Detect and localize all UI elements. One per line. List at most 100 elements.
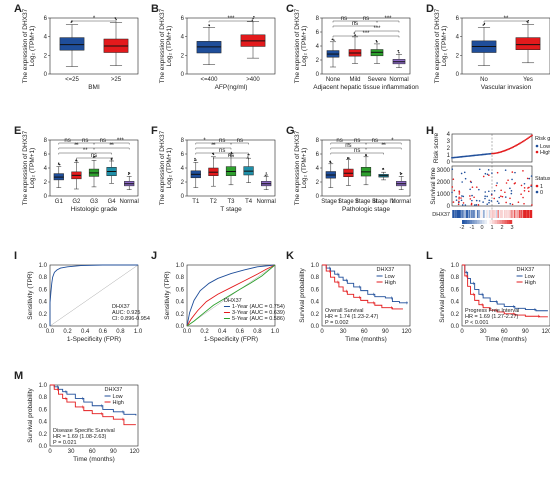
color-scale-label: 0: [480, 225, 483, 231]
y-tick-label: 0.2: [176, 312, 185, 318]
survival-time-point: [498, 196, 501, 199]
heatmap-cell: [492, 210, 494, 218]
x-axis-title: 1-Specificity (FPR): [204, 336, 258, 343]
risk-score-point: [472, 154, 475, 157]
outlier-point: [230, 151, 233, 154]
survival-time-point: [478, 200, 481, 202]
y-tick-label: 6: [316, 30, 320, 36]
risk-score-point: [452, 156, 455, 159]
color-scale-cell: [464, 220, 468, 224]
x-tick-label: 0.0: [183, 329, 192, 335]
color-scale-cell: [499, 220, 503, 224]
risk-score-point: [483, 153, 485, 156]
survival-time-point: [458, 191, 461, 193]
heatmap-cell: [489, 210, 491, 218]
km-annotation: Overall Survival: [325, 308, 364, 314]
y-tick-label: 6: [456, 16, 460, 22]
heatmap-cell: [521, 210, 523, 218]
km-annotation: Progress Free Interval: [465, 308, 519, 314]
y-axis-title: The expression of DHX37Log₂ (TPM+1): [22, 8, 36, 83]
roc-curve: [186, 264, 276, 327]
outlier-point: [482, 24, 484, 26]
km-curve-low: [50, 384, 137, 416]
y-axis-title: The expression of DHX37Log₂ (TPM+1): [294, 8, 308, 83]
survival-time-point: [475, 199, 478, 202]
y-axis-title: The expression of DHX37Log₂ (TPM+1): [159, 130, 173, 205]
heatmap-cell: [506, 210, 508, 218]
outlier-point: [526, 20, 528, 23]
y-tick-label: 0.8: [176, 275, 185, 281]
y-tick-label: 0: [316, 72, 320, 78]
heatmap-cell: [463, 210, 465, 218]
legend-label: Low: [385, 274, 395, 280]
y-axis-title-line: Log₂ (TPM+1): [166, 26, 173, 67]
survival-time-point: [488, 174, 490, 176]
risk-score-point: [484, 153, 487, 156]
km-annotation: P = 0.021: [53, 440, 77, 446]
risk-score-point: [460, 155, 463, 158]
km-annotation: HR = 1.74 (1.23-2.47): [325, 314, 379, 320]
heatmap-cell: [464, 210, 466, 218]
heatmap-cell: [458, 210, 460, 218]
survival-time-point: [451, 186, 454, 188]
roc-curve: [186, 264, 276, 327]
survival-time-point: [486, 173, 489, 176]
significance-label: ns: [219, 148, 225, 154]
heatmap-cell: [485, 210, 487, 218]
y-tick-label: 0.6: [451, 287, 460, 293]
x-tick-label: G4: [108, 199, 117, 205]
y-tick-label: 0.8: [451, 275, 460, 281]
survival-time-point: [478, 168, 481, 171]
significance-label: ns: [91, 153, 97, 159]
outlier-point: [247, 156, 249, 158]
survival-time-point: [531, 204, 533, 206]
panel-letter: I: [14, 250, 17, 262]
y-tick-label: 3: [447, 139, 451, 145]
x-axis-title: Time (months): [485, 336, 527, 343]
x-tick-label: 30: [68, 449, 75, 455]
outlier-point: [194, 159, 196, 162]
survival-time-point: [493, 197, 496, 200]
risk-score-point: [531, 134, 533, 137]
significance-label: ns: [345, 143, 351, 149]
heatmap-cell: [518, 210, 520, 218]
box-Yes: [515, 37, 541, 50]
survival-time-point: [464, 204, 467, 206]
heatmap-cell: [520, 210, 522, 218]
outlier-point: [333, 39, 335, 41]
heatmap-cell: [508, 210, 510, 218]
outlier-point: [115, 19, 117, 21]
heatmap-cell: [462, 210, 464, 218]
survival-time-point: [522, 170, 524, 172]
plot-frame: [461, 17, 550, 75]
heatmap-cell: [488, 210, 490, 218]
x-tick-label: T1: [192, 199, 200, 205]
y-tick-label: 3000: [437, 168, 451, 174]
significance-label: ***: [373, 26, 381, 32]
outlier-point: [253, 16, 255, 18]
survival-time-point: [530, 175, 533, 177]
x-tick-label: 0.2: [63, 329, 72, 335]
x-tick-label: No: [480, 77, 488, 83]
survival-time-point: [486, 203, 489, 206]
heatmap-cell: [484, 210, 486, 218]
y-tick-label: 6: [181, 152, 185, 158]
outlier-point: [229, 153, 231, 155]
survival-time-point: [504, 191, 506, 194]
survival-time-point: [488, 190, 490, 193]
survival-time-point: [510, 192, 513, 195]
y-axis-title-line: The expression of DHX37: [22, 8, 29, 83]
heatmap-cell: [483, 210, 485, 218]
y-tick-label: 1: [447, 153, 451, 159]
significance-label: **: [74, 143, 79, 149]
legend-label: High: [385, 280, 396, 286]
y-axis-title: Survival probability: [299, 267, 306, 322]
significance-label: ns: [363, 16, 369, 22]
legend-label: 3-Year (AUC = 0.639): [232, 310, 285, 316]
survival-time-point: [462, 202, 465, 204]
risk-score-point: [459, 156, 461, 158]
x-tick-label: G3: [90, 199, 99, 205]
heatmap-cell: [491, 210, 493, 218]
heatmap-cell: [466, 210, 468, 218]
y-axis-title: Survival probability: [27, 387, 34, 442]
